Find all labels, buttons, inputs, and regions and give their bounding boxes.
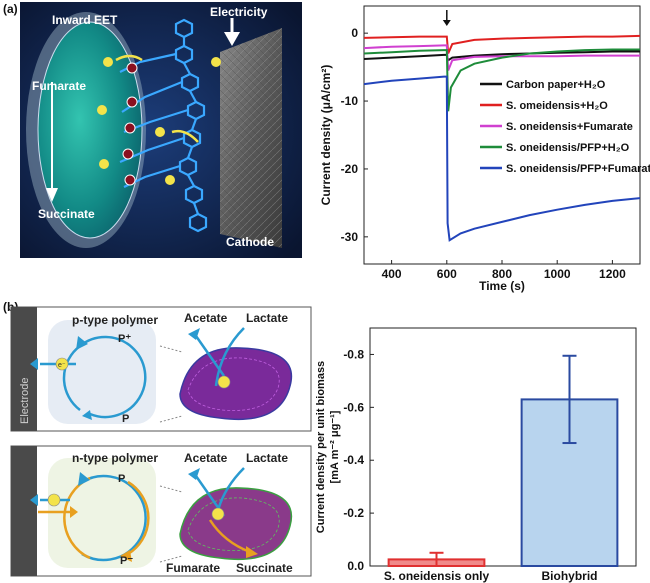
fumarate-label-b: Fumarate bbox=[166, 561, 220, 575]
conjugated-polymer-chain bbox=[119, 18, 208, 233]
p-type-title: p-type polymer bbox=[72, 313, 158, 327]
legend-entry-3: S. oneidensis/PFP+H₂O bbox=[506, 142, 630, 154]
category-label-0: S. oneidensis only bbox=[384, 569, 490, 583]
succinate-label-b: Succinate bbox=[236, 561, 293, 575]
electron-particles bbox=[97, 54, 221, 185]
svg-text:e⁻: e⁻ bbox=[58, 362, 66, 369]
lactate-label-top: Lactate bbox=[246, 311, 288, 325]
legend-entry-1: S. omeidensis+H₂O bbox=[506, 100, 608, 112]
polymer-schematic: Electrode e⁻ p-type polymer P⁺ P Acetate… bbox=[10, 306, 312, 577]
legend-entry-0: Carbon paper+H₂O bbox=[506, 79, 606, 91]
y-tick-label-b: -0.4 bbox=[343, 453, 364, 467]
bacterium-top bbox=[179, 347, 293, 421]
x-tick-label: 800 bbox=[492, 267, 512, 281]
x-tick-label: 1000 bbox=[544, 267, 571, 281]
y-tick-label: -30 bbox=[341, 230, 359, 244]
y-tick-label: 0 bbox=[351, 26, 358, 40]
y-tick-label-b: 0.0 bbox=[347, 559, 364, 573]
legend-entry-2: S. oneidensis+Fumarate bbox=[506, 121, 633, 133]
inward-eet-label: Inward EET bbox=[52, 13, 118, 27]
x-tick-label: 600 bbox=[437, 267, 457, 281]
y-tick-label-b: -0.8 bbox=[343, 347, 364, 361]
series-line-4 bbox=[363, 75, 641, 242]
bacterium-cell bbox=[37, 21, 143, 239]
y-tick-label-b: -0.6 bbox=[343, 400, 364, 414]
succinate-label: Succinate bbox=[38, 207, 95, 221]
acetate-label-top: Acetate bbox=[184, 311, 228, 325]
current-density-time-chart: 400 600 800 1000 1200 0 -10 -20 -30 Time (s) Curre… bbox=[319, 5, 650, 293]
electron-p-cell bbox=[217, 375, 231, 389]
n-type-title: n-type polymer bbox=[72, 451, 158, 465]
series-line-1 bbox=[363, 34, 641, 54]
annotation-arrow-head bbox=[442, 20, 451, 26]
electrode-bar-top bbox=[11, 307, 37, 431]
panel-label-a: (a) bbox=[3, 2, 18, 16]
p-plus-label: P⁺ bbox=[118, 333, 131, 345]
electron-n-left bbox=[47, 493, 61, 507]
p-label-bottom: P bbox=[118, 473, 125, 485]
fumarate-label: Fumarate bbox=[32, 79, 86, 93]
p-minus-label: P⁻ bbox=[120, 555, 133, 567]
cathode-label: Cathode bbox=[226, 235, 274, 249]
electrode-label-top: Electrode bbox=[19, 378, 31, 424]
legend-entry-4: S. oneidensis/PFP+Fumarate bbox=[506, 163, 650, 175]
x-tick-label: 1200 bbox=[599, 267, 626, 281]
plot-area-a bbox=[363, 5, 641, 265]
series-line-0 bbox=[363, 50, 640, 62]
lactate-label-bottom: Lactate bbox=[246, 451, 288, 465]
series-line-2 bbox=[363, 44, 640, 71]
category-label-1: Biohybrid bbox=[542, 569, 598, 583]
series-line-3 bbox=[363, 48, 640, 112]
acetate-label-bottom: Acetate bbox=[184, 451, 228, 465]
y-tick-label-b: -0.2 bbox=[343, 506, 364, 520]
y-axis-label: Current density (μA/cm²) bbox=[319, 65, 333, 206]
y-tick-label: -10 bbox=[341, 94, 359, 108]
y-tick-label: -20 bbox=[341, 162, 359, 176]
x-axis-label: Time (s) bbox=[479, 279, 525, 293]
x-tick-label: 400 bbox=[382, 267, 402, 281]
electrode-bar-bottom bbox=[11, 446, 37, 576]
inward-eet-illustration: Inward EET Electricity Fumarate Succinat… bbox=[20, 2, 302, 258]
positive-charges bbox=[122, 62, 138, 186]
electricity-label: Electricity bbox=[210, 5, 268, 19]
y-axis-label-b: Current density per unit biomass [mA m⁻² … bbox=[315, 361, 341, 533]
bacterium-bottom bbox=[179, 487, 293, 561]
electron-p-left bbox=[55, 357, 69, 371]
electron-n-cell bbox=[211, 507, 225, 521]
p-label-top: P bbox=[122, 413, 129, 425]
